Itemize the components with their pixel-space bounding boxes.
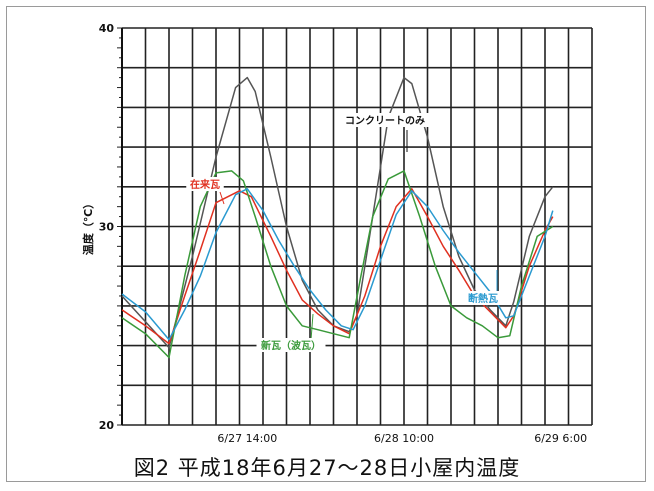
- y-tick-label: 30: [99, 221, 115, 234]
- y-tick-label: 40: [99, 22, 115, 35]
- annotation-label: コンクリートのみ: [345, 115, 425, 127]
- annotation-leader: [219, 191, 225, 205]
- annotation-bg: [256, 338, 326, 352]
- annotation-label: 在来瓦: [190, 178, 220, 191]
- x-tick-label: 6/27 14:00: [217, 432, 277, 445]
- annotation-bg: [340, 113, 430, 127]
- y-axis-label: 温度（℃）: [81, 198, 95, 255]
- figure-caption: 図2 平成18年6月27〜28日小屋内温度: [133, 456, 521, 480]
- annotation-label: 新瓦（波瓦）: [261, 339, 321, 352]
- annotation-label: 断熱瓦: [468, 292, 498, 305]
- annotation-bg: [464, 291, 502, 305]
- series-line: [121, 170, 554, 359]
- chart-frame: [6, 6, 646, 482]
- annotation-bg: [186, 177, 224, 191]
- temperature-chart: 20 30 40 温度（℃） 6/27 14:00 6/28 10:00 6/29 6:00…: [81, 22, 593, 445]
- x-tick-label: 6/28 10:00: [374, 432, 434, 445]
- annotation-leader: [310, 313, 314, 341]
- series-line: [121, 188, 554, 345]
- y-tick-label: 20: [99, 419, 115, 432]
- x-tick-label: 6/29 6:00: [534, 432, 587, 445]
